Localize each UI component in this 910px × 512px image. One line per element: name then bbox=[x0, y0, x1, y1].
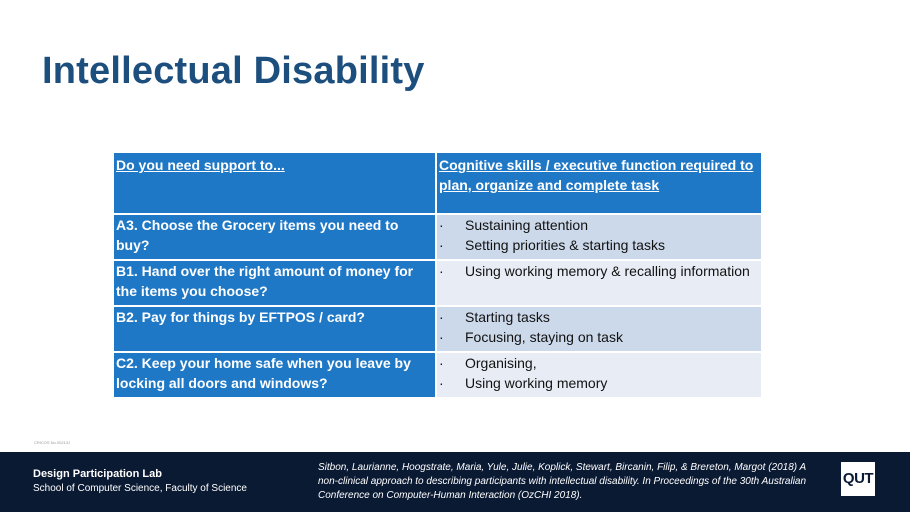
table-row: B2. Pay for things by EFTPOS / card? · St… bbox=[114, 306, 761, 353]
row-question: B2. Pay for things by EFTPOS / card? bbox=[114, 306, 436, 353]
cricos-code: CRICOS No.00213J bbox=[34, 440, 71, 445]
skill-item: · Focusing, staying on task bbox=[439, 329, 623, 345]
bullet-icon: · bbox=[439, 355, 444, 371]
footer-bar: Design Participation Lab School of Compu… bbox=[0, 452, 910, 512]
table-row: C2. Keep your home safe when you leave b… bbox=[114, 352, 761, 399]
table-row: B1. Hand over the right amount of money … bbox=[114, 260, 761, 307]
header-support-question: Do you need support to... bbox=[114, 153, 436, 215]
skill-item: · Sustaining attention bbox=[439, 217, 588, 233]
lab-name: Design Participation Lab bbox=[33, 468, 162, 480]
slide-title: Intellectual Disability bbox=[42, 50, 425, 92]
skill-item: · Setting priorities & starting tasks bbox=[439, 237, 665, 253]
bullet-icon: · bbox=[439, 329, 444, 345]
skill-item: · Starting tasks bbox=[439, 309, 550, 325]
bullet-icon: · bbox=[439, 309, 444, 325]
row-skills: · Using working memory & recalling inform… bbox=[435, 260, 761, 307]
qut-logo: QUT bbox=[841, 462, 875, 496]
row-question: A3. Choose the Grocery items you need to… bbox=[114, 214, 436, 261]
bullet-icon: · bbox=[439, 217, 444, 233]
table-header-row: Do you need support to... Cognitive skil… bbox=[114, 153, 761, 215]
header-cognitive-skills: Cognitive skills / executive function re… bbox=[435, 153, 761, 215]
table-row: A3. Choose the Grocery items you need to… bbox=[114, 214, 761, 261]
skill-item: · Using working memory bbox=[439, 375, 608, 391]
school-name: School of Computer Science, Faculty of S… bbox=[33, 483, 247, 494]
bullet-icon: · bbox=[439, 263, 444, 279]
skill-item: · Using working memory & recalling inform… bbox=[439, 263, 750, 279]
citation-text: Sitbon, Laurianne, Hoogstrate, Maria, Yu… bbox=[318, 462, 807, 501]
row-skills: · Sustaining attention · Setting prioritie… bbox=[435, 214, 761, 261]
support-skills-table: Do you need support to... Cognitive skil… bbox=[114, 153, 761, 399]
bullet-icon: · bbox=[439, 375, 444, 391]
row-question: C2. Keep your home safe when you leave b… bbox=[114, 352, 436, 399]
bullet-icon: · bbox=[439, 237, 444, 253]
row-question: B1. Hand over the right amount of money … bbox=[114, 260, 436, 307]
row-skills: · Starting tasks · Focusing, staying on ta… bbox=[435, 306, 761, 353]
skill-item: · Organising, bbox=[439, 355, 537, 371]
row-skills: · Organising, · Using working memory bbox=[435, 352, 761, 399]
